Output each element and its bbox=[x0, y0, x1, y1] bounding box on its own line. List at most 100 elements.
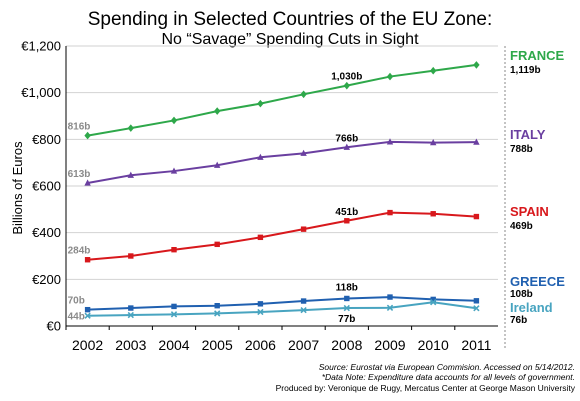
x-tick-label: 2002 bbox=[72, 337, 103, 353]
data-point bbox=[386, 304, 394, 311]
data-point bbox=[343, 143, 350, 150]
data-point bbox=[127, 171, 134, 178]
data-point bbox=[300, 90, 307, 99]
data-label: 1,030b bbox=[331, 72, 362, 83]
series-line bbox=[87, 63, 477, 137]
x-tick-label: 2007 bbox=[288, 337, 319, 353]
data-point bbox=[128, 253, 134, 259]
data-point bbox=[257, 301, 264, 307]
data-point bbox=[343, 304, 350, 312]
y-tick-label: €800 bbox=[32, 132, 61, 147]
data-point bbox=[171, 247, 177, 253]
data-point bbox=[170, 311, 178, 318]
legend-ireland: Ireland bbox=[510, 300, 553, 315]
series-italy bbox=[84, 138, 480, 186]
data-point bbox=[257, 234, 264, 241]
data-point bbox=[430, 299, 437, 306]
data-point bbox=[473, 298, 480, 304]
legend-france: FRANCE bbox=[510, 48, 564, 63]
data-point bbox=[214, 161, 221, 168]
series-layer bbox=[84, 61, 480, 319]
data-point bbox=[386, 138, 394, 145]
series-line bbox=[87, 301, 477, 317]
legend-greece: GREECE bbox=[510, 274, 565, 289]
data-point bbox=[430, 296, 436, 303]
data-point bbox=[257, 99, 264, 108]
footer-note: *Data Note: Expenditure data accounts fo… bbox=[322, 372, 575, 382]
data-point bbox=[343, 81, 350, 90]
data-point bbox=[473, 61, 480, 69]
data-point bbox=[473, 138, 480, 145]
chart-title: Spending in Selected Countries of the EU… bbox=[88, 9, 493, 30]
data-point bbox=[386, 72, 394, 81]
x-tick-label: 2005 bbox=[202, 337, 233, 353]
y-tick-label: €200 bbox=[32, 272, 61, 287]
x-tick-label: 2004 bbox=[158, 337, 189, 353]
x-tick-label: 2009 bbox=[374, 337, 405, 353]
data-point bbox=[84, 257, 91, 263]
y-tick-label: €400 bbox=[32, 225, 61, 240]
data-label: 118b bbox=[336, 282, 358, 293]
data-point bbox=[344, 295, 350, 302]
data-point bbox=[127, 311, 134, 319]
x-tick-label: 2006 bbox=[245, 337, 276, 353]
data-point bbox=[128, 305, 134, 311]
series-greece bbox=[84, 294, 480, 313]
axes: €0 €200 €400 €600 €800 €1,000 €1,200 2002 2003 20… bbox=[21, 39, 506, 353]
y-axis-label: Billions of Euros bbox=[10, 141, 25, 235]
data-point bbox=[84, 131, 91, 140]
end-value-spain: 469b bbox=[510, 221, 533, 232]
data-point bbox=[214, 303, 220, 309]
series-line bbox=[87, 296, 477, 311]
data-point bbox=[171, 303, 177, 310]
labels-layer: 816b 1,030b FRANCE 1,119b 613b 766b ITALY 788b 2… bbox=[68, 48, 566, 326]
x-tick-label: 2003 bbox=[115, 337, 146, 353]
data-label: 77b bbox=[338, 314, 355, 325]
data-point bbox=[84, 179, 91, 186]
y-tick-label: €1,000 bbox=[21, 85, 61, 100]
x-tick-label: 2010 bbox=[418, 337, 449, 353]
data-point bbox=[344, 218, 350, 224]
end-value-italy: 788b bbox=[510, 144, 533, 155]
data-label: 44b bbox=[68, 312, 85, 323]
series-spain bbox=[84, 209, 480, 263]
data-point bbox=[170, 116, 178, 125]
data-point bbox=[170, 167, 178, 174]
series-line bbox=[87, 211, 477, 261]
footer-credit: Produced by: Veronique de Rugy, Mercatus… bbox=[276, 383, 576, 393]
data-point bbox=[257, 153, 264, 160]
data-label: 766b bbox=[335, 133, 358, 144]
data-point bbox=[387, 294, 393, 300]
y-tick-label: €1,200 bbox=[21, 39, 61, 54]
data-point bbox=[300, 149, 307, 156]
data-point bbox=[214, 310, 221, 317]
series-ireland bbox=[84, 299, 480, 319]
legend-italy: ITALY bbox=[510, 127, 546, 142]
grid bbox=[66, 45, 498, 280]
y-tick-label: €0 bbox=[47, 319, 61, 334]
data-point bbox=[430, 66, 437, 75]
data-label: 816b bbox=[68, 122, 91, 133]
data-point bbox=[387, 209, 393, 216]
data-label: 451b bbox=[335, 207, 358, 218]
data-label: 284b bbox=[68, 246, 91, 257]
data-label: 70b bbox=[68, 296, 85, 307]
data-point bbox=[430, 211, 436, 217]
legend-spain: SPAIN bbox=[510, 204, 549, 219]
end-value-france: 1,119b bbox=[510, 65, 541, 76]
end-value-greece: 108b bbox=[510, 289, 533, 300]
x-tick-label: 2008 bbox=[331, 337, 362, 353]
data-point bbox=[430, 139, 437, 146]
x-tick-label: 2011 bbox=[461, 337, 491, 353]
series-line bbox=[87, 140, 477, 184]
end-value-ireland: 76b bbox=[510, 315, 527, 326]
data-point bbox=[214, 241, 220, 248]
data-point bbox=[300, 226, 307, 232]
data-point bbox=[84, 306, 91, 313]
series-france bbox=[84, 61, 480, 140]
data-point bbox=[84, 312, 91, 319]
data-point bbox=[300, 306, 307, 314]
data-point bbox=[214, 107, 221, 115]
data-point bbox=[473, 213, 480, 220]
